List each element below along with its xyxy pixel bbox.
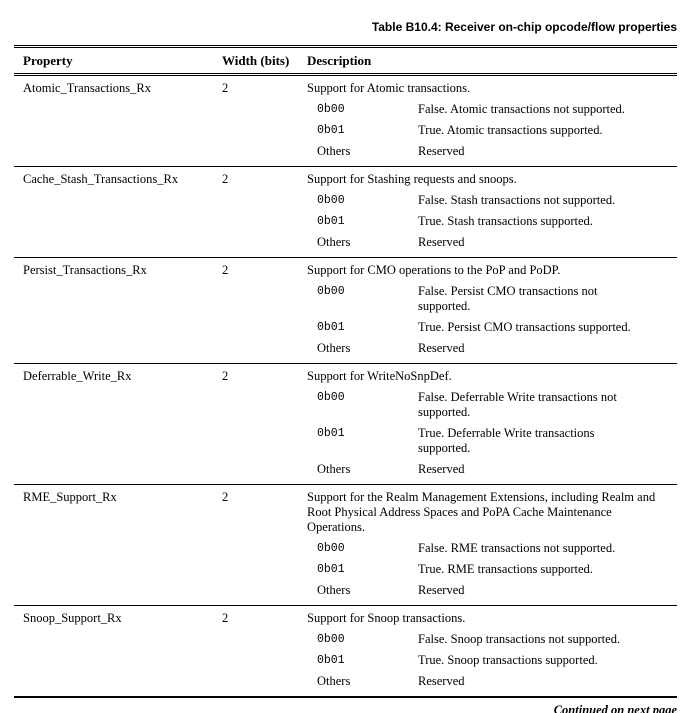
value-row: 0b00 False. Atomic transactions not supp… — [307, 102, 677, 117]
description-cell: Support for CMO operations to the PoP an… — [307, 263, 677, 356]
table-row: Persist_Transactions_Rx 2 Support for CM… — [14, 258, 677, 364]
value-code: Others — [317, 462, 351, 476]
width-value: 2 — [222, 172, 229, 186]
value-code: 0b00 — [317, 194, 345, 207]
description-cell: Support for the Realm Management Extensi… — [307, 490, 677, 598]
value-meaning: False. Atomic transactions not supported… — [418, 102, 625, 116]
value-row: Others Reserved — [307, 674, 677, 689]
value-code: 0b00 — [317, 542, 345, 555]
value-meaning: True. Atomic transactions supported. — [418, 123, 603, 137]
value-meaning: True. Persist CMO transactions supported… — [418, 320, 631, 334]
value-meaning: True. Snoop transactions supported. — [418, 653, 598, 667]
value-row: 0b01 True. Persist CMO transactions supp… — [307, 320, 677, 335]
value-row: 0b00 False. Stash transactions not suppo… — [307, 193, 677, 208]
value-code: Others — [317, 341, 351, 355]
property-name: Cache_Stash_Transactions_Rx — [23, 172, 179, 186]
value-row: 0b00 False. RME transactions not support… — [307, 541, 677, 556]
value-meaning: True. RME transactions supported. — [418, 562, 593, 576]
table-caption: Table B10.4: Receiver on-chip opcode/flo… — [371, 20, 677, 34]
value-row: Others Reserved — [307, 144, 677, 159]
width-value: 2 — [222, 490, 229, 504]
value-meaning: False. Persist CMO transactions not supp… — [418, 284, 598, 313]
table-row: Snoop_Support_Rx 2 Support for Snoop tra… — [14, 606, 677, 696]
value-code: 0b00 — [317, 391, 345, 404]
value-code: 0b00 — [317, 285, 345, 298]
property-name: Persist_Transactions_Rx — [23, 263, 147, 277]
value-code: 0b01 — [317, 563, 345, 576]
width-value: 2 — [222, 611, 229, 625]
value-row: 0b00 False. Deferrable Write transaction… — [307, 390, 677, 420]
properties-table: Property Width (bits) Description Atomic… — [14, 45, 677, 698]
property-name: Snoop_Support_Rx — [23, 611, 122, 625]
description-summary: Support for the Realm Management Extensi… — [307, 490, 656, 534]
value-code: Others — [317, 144, 351, 158]
description-cell: Support for Stashing requests and snoops… — [307, 172, 677, 250]
description-summary: Support for Atomic transactions. — [307, 81, 471, 95]
property-name: Deferrable_Write_Rx — [23, 369, 132, 383]
value-code: Others — [317, 235, 351, 249]
description-cell: Support for Atomic transactions. 0b00 Fa… — [307, 81, 677, 159]
value-code: 0b01 — [317, 215, 345, 228]
value-meaning: False. Stash transactions not supported. — [418, 193, 616, 207]
property-name: Atomic_Transactions_Rx — [23, 81, 152, 95]
value-row: Others Reserved — [307, 341, 677, 356]
value-row: 0b01 True. RME transactions supported. — [307, 562, 677, 577]
value-code: 0b00 — [317, 633, 345, 646]
value-meaning: False. Deferrable Write transactions not… — [418, 390, 617, 419]
column-header-description: Description — [307, 53, 372, 68]
value-code: Others — [317, 583, 351, 597]
value-code: Others — [317, 674, 351, 688]
description-summary: Support for Stashing requests and snoops… — [307, 172, 517, 186]
value-code: 0b01 — [317, 124, 345, 137]
description-summary: Support for CMO operations to the PoP an… — [307, 263, 561, 277]
value-meaning: True. Deferrable Write transactions supp… — [418, 426, 595, 455]
table-row: Atomic_Transactions_Rx 2 Support for Ato… — [14, 76, 677, 167]
value-row: 0b01 True. Deferrable Write transactions… — [307, 426, 677, 456]
value-row: Others Reserved — [307, 583, 677, 598]
width-value: 2 — [222, 369, 229, 383]
value-code: 0b00 — [317, 103, 345, 116]
width-value: 2 — [222, 263, 229, 277]
description-cell: Support for WriteNoSnpDef. 0b00 False. D… — [307, 369, 677, 477]
value-meaning: Reserved — [418, 583, 465, 597]
value-meaning: Reserved — [418, 674, 465, 688]
continued-note: Continued on next page — [553, 703, 677, 713]
value-row: 0b01 True. Snoop transactions supported. — [307, 653, 677, 668]
value-meaning: Reserved — [418, 462, 465, 476]
table-row: Cache_Stash_Transactions_Rx 2 Support fo… — [14, 167, 677, 258]
value-meaning: Reserved — [418, 144, 465, 158]
width-value: 2 — [222, 81, 229, 95]
description-cell: Support for Snoop transactions. 0b00 Fal… — [307, 611, 677, 689]
value-meaning: Reserved — [418, 341, 465, 355]
value-row: 0b00 False. Snoop transactions not suppo… — [307, 632, 677, 647]
value-code: 0b01 — [317, 321, 345, 334]
value-meaning: False. RME transactions not supported. — [418, 541, 616, 555]
value-row: Others Reserved — [307, 235, 677, 250]
value-code: 0b01 — [317, 654, 345, 667]
value-meaning: Reserved — [418, 235, 465, 249]
value-meaning: False. Snoop transactions not supported. — [418, 632, 621, 646]
value-meaning: True. Stash transactions supported. — [418, 214, 593, 228]
table-row: RME_Support_Rx 2 Support for the Realm M… — [14, 485, 677, 606]
property-name: RME_Support_Rx — [23, 490, 117, 504]
column-header-property: Property — [23, 53, 73, 68]
value-row: Others Reserved — [307, 462, 677, 477]
value-row: 0b00 False. Persist CMO transactions not… — [307, 284, 677, 314]
description-summary: Support for WriteNoSnpDef. — [307, 369, 452, 383]
description-summary: Support for Snoop transactions. — [307, 611, 466, 625]
table-row: Deferrable_Write_Rx 2 Support for WriteN… — [14, 364, 677, 485]
value-row: 0b01 True. Atomic transactions supported… — [307, 123, 677, 138]
table-header-row: Property Width (bits) Description — [14, 48, 677, 76]
value-row: 0b01 True. Stash transactions supported. — [307, 214, 677, 229]
column-header-width: Width (bits) — [222, 53, 290, 68]
value-code: 0b01 — [317, 427, 345, 440]
